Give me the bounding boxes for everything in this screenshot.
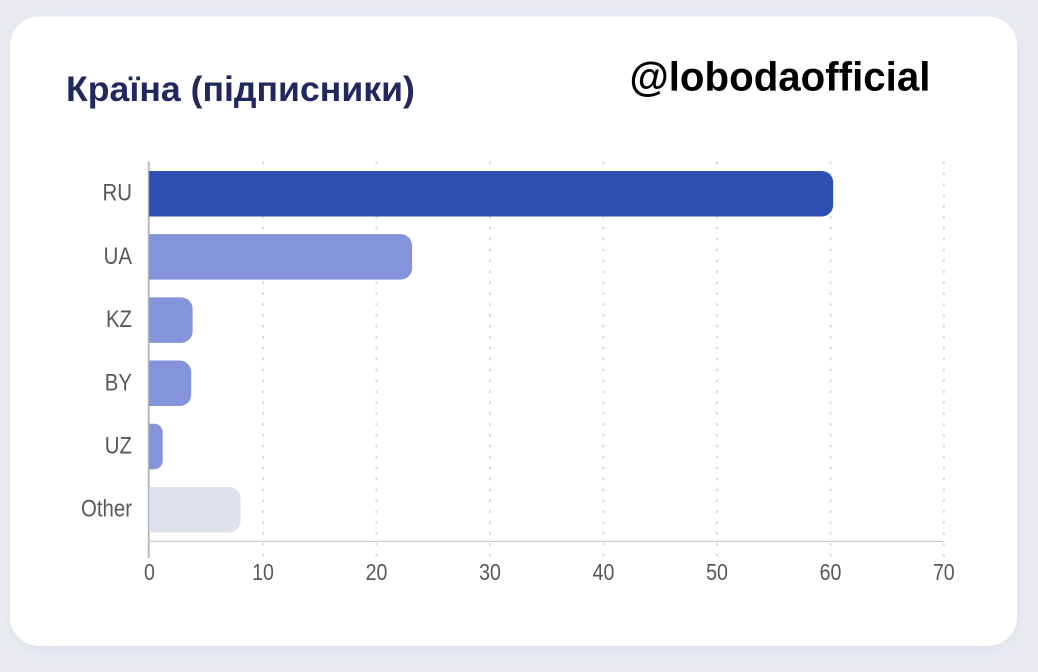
svg-text:BY: BY (105, 369, 132, 396)
svg-text:@lobodaofficial: @lobodaofficial (630, 53, 931, 99)
svg-text:Країна (підписники): Країна (підписники) (66, 69, 415, 109)
svg-text:KZ: KZ (106, 306, 132, 333)
svg-text:Other: Other (81, 495, 133, 522)
svg-text:UZ: UZ (105, 432, 132, 459)
svg-text:40: 40 (593, 560, 615, 586)
svg-text:10: 10 (252, 560, 274, 586)
svg-text:0: 0 (144, 560, 155, 586)
svg-text:UA: UA (104, 242, 132, 269)
svg-text:20: 20 (366, 560, 388, 586)
svg-text:RU: RU (103, 179, 132, 206)
svg-text:70: 70 (933, 560, 955, 586)
svg-text:60: 60 (820, 560, 842, 586)
svg-text:30: 30 (479, 560, 501, 586)
svg-text:50: 50 (706, 560, 728, 586)
